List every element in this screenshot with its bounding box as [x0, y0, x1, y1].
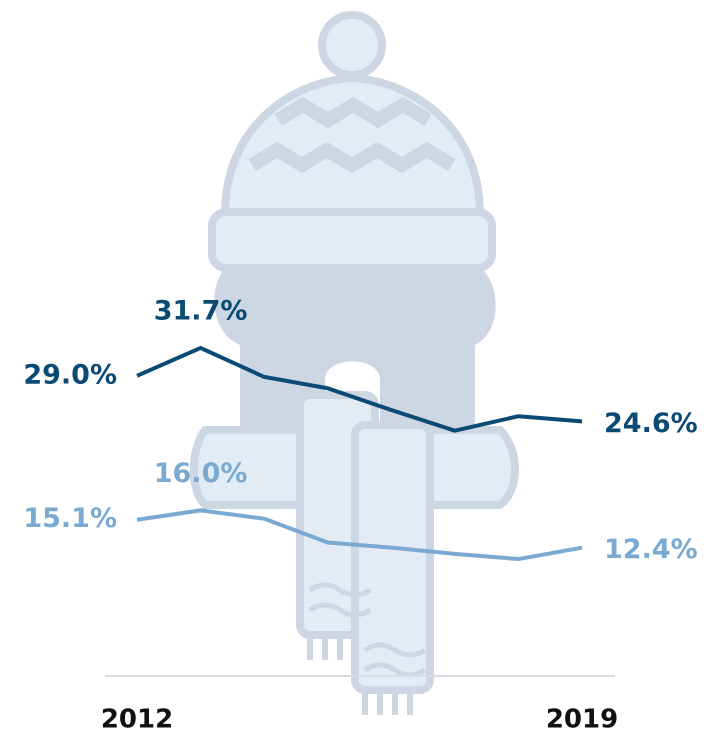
- value-label: 29.0%: [23, 359, 117, 390]
- value-label: 16.0%: [154, 458, 248, 489]
- value-label: 24.6%: [604, 408, 698, 439]
- x-tick-label: 2019: [546, 705, 618, 732]
- value-label: 12.4%: [604, 534, 698, 565]
- value-label: 31.7%: [154, 295, 248, 326]
- chart: 2012 2019 29.0% 31.7% 24.6% 15.1% 16.0% 12.4%: [0, 0, 715, 732]
- value-label: 15.1%: [23, 503, 117, 534]
- x-tick-label: 2012: [101, 705, 173, 732]
